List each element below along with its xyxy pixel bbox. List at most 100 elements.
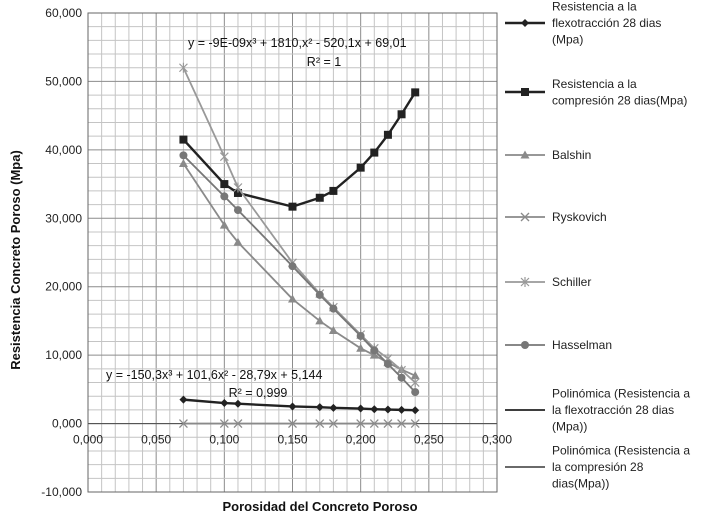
data-point [315,193,324,202]
x-tick-label: 0,200 [346,433,376,447]
y-tick-label: -10,000 [41,485,82,499]
data-point [220,180,229,189]
data-point [179,395,188,404]
data-point [411,88,420,97]
data-point [411,388,420,397]
x-tick-label: 0,250 [414,433,444,447]
series-0 [179,395,420,415]
data-point [370,405,379,414]
data-point [329,403,338,412]
data-point [383,130,392,139]
data-point [219,419,229,429]
data-point [233,188,242,197]
data-point [370,346,379,355]
legend-label: Ryskovich [552,210,607,224]
data-point [219,220,229,229]
data-point [410,419,420,429]
legend-label: Hasselman [552,338,612,352]
legend-marker [520,150,530,159]
data-point [356,404,365,413]
legend-item-0: Resistencia a la flexotracción 28 dias (Mp… [505,0,661,47]
y-tick-label: 50,000 [45,74,82,88]
series [178,62,420,429]
series-line [182,67,416,384]
y-axis-title: Resistencia Concreto Poroso (Mpa) [8,150,23,370]
grid [87,12,498,493]
y-tick-label: 40,000 [45,143,82,157]
data-point [315,316,325,325]
data-point [220,192,229,201]
data-point [233,237,243,246]
data-point [356,419,366,429]
data-point [410,377,420,388]
data-point [233,182,243,193]
data-point [233,399,242,408]
y-tick-label: 20,000 [45,280,82,294]
y-tick-label: 60,000 [45,6,82,20]
data-point [410,371,420,380]
legend-item-2: Balshin [505,148,591,162]
legend-item-6: Polinómica (Resistencia a la flexotracció… [505,387,690,434]
data-point [383,405,392,414]
series-1 [179,88,420,211]
legend-label: Polinómica (Resistencia a la flexotracció… [552,387,690,434]
data-point [219,151,229,162]
series-3 [178,419,420,429]
data-point [288,402,297,411]
data-point [315,403,324,412]
x-tick-label: 0,150 [277,433,307,447]
data-point [179,151,188,160]
y-tick-label: 30,000 [45,211,82,225]
legend-label: Polinómica (Resistencia a la compresión 2… [552,444,690,491]
annotation-eq1: y = -9E-09x³ + 1810,x² - 520,1x + 69,01 [188,36,407,50]
data-point [179,135,188,144]
annotation-eq2: y = -150,3x³ + 101,6x² - 28,79x + 5,144 [106,368,323,382]
x-tick-label: 0,050 [141,433,171,447]
series-4 [179,62,420,388]
legend-marker [521,341,529,349]
data-point [179,62,188,73]
y-tick-label: 10,000 [45,348,82,362]
legend-item-3: Ryskovich [505,210,607,224]
legend-item-4: Schiller [505,275,591,289]
tick-labels: 0,000 0,050 0,100 0,150 0,200 0,250 0,300 -10,0… [8,6,512,514]
data-point [178,419,188,429]
series-line [183,398,416,412]
legend-marker [520,277,530,287]
x-tick-label: 0,100 [209,433,239,447]
data-point [328,419,338,429]
data-point [397,110,406,119]
data-point [233,419,243,429]
legend-item-5: Hasselman [505,338,612,352]
legend-label: Balshin [552,148,591,162]
data-point [288,419,297,429]
x-tick-label: 0,300 [482,433,512,447]
data-point [383,419,393,429]
data-point [220,399,229,408]
data-point [383,360,392,369]
data-point [411,406,420,415]
data-point [315,419,325,429]
legend: Resistencia a la flexotracción 28 dias (Mp… [505,0,690,491]
annotation-r2: R² = 0,999 [229,386,288,400]
data-point [288,262,297,271]
data-point [397,373,406,382]
data-point [178,159,188,168]
legend-label: Resistencia a la flexotracción 28 dias (Mp… [552,0,661,47]
data-point [233,206,242,215]
data-point [397,365,406,376]
series-5 [179,151,420,397]
data-point [356,331,365,340]
legend-label: Schiller [552,275,591,289]
legend-label: Resistencia a la compresión 28 dias(Mpa) [552,77,687,108]
data-point [315,290,324,299]
data-point [329,304,338,313]
annotations: y = -9E-09x³ + 1810,x² - 520,1x + 69,01 R… [106,36,407,400]
data-point [397,419,407,429]
data-point [370,148,379,157]
legend-marker [521,19,529,27]
y-tick-label: 0,000 [52,417,82,431]
data-point [288,294,297,303]
legend-item-7: Polinómica (Resistencia a la compresión 2… [505,444,690,491]
